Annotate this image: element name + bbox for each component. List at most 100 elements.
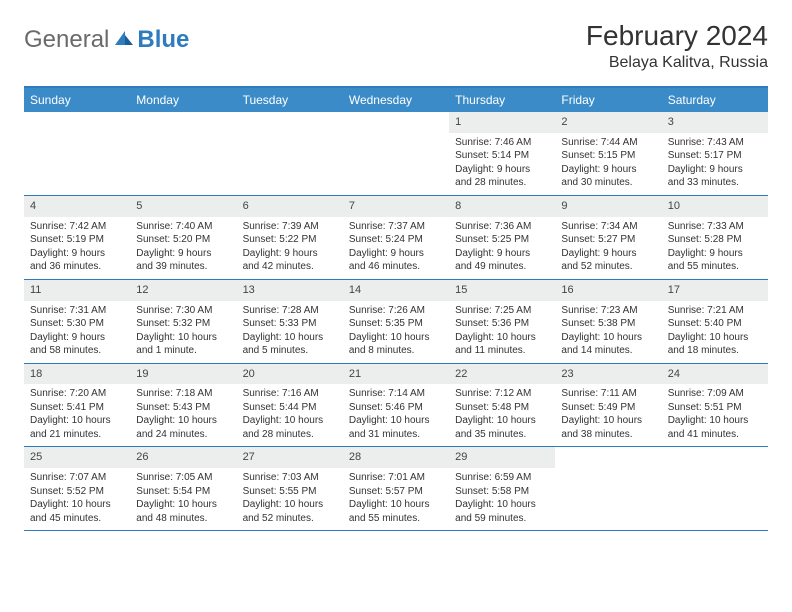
day-cell: 9Sunrise: 7:34 AMSunset: 5:27 PMDaylight… (555, 196, 661, 279)
day-body: Sunrise: 7:21 AMSunset: 5:40 PMDaylight:… (662, 301, 768, 363)
day-cell: 8Sunrise: 7:36 AMSunset: 5:25 PMDaylight… (449, 196, 555, 279)
day-body: Sunrise: 7:18 AMSunset: 5:43 PMDaylight:… (130, 384, 236, 446)
sunset-text: Sunset: 5:46 PM (349, 401, 443, 415)
day-body: Sunrise: 7:20 AMSunset: 5:41 PMDaylight:… (24, 384, 130, 446)
day-header-mon: Monday (130, 88, 236, 112)
day-body: Sunrise: 7:34 AMSunset: 5:27 PMDaylight:… (555, 217, 661, 279)
daylight-text: Daylight: 9 hours and 46 minutes. (349, 247, 443, 274)
day-cell: 20Sunrise: 7:16 AMSunset: 5:44 PMDayligh… (237, 364, 343, 447)
day-number: 28 (343, 447, 449, 468)
sunrise-text: Sunrise: 7:42 AM (30, 220, 124, 234)
sunrise-text: Sunrise: 7:05 AM (136, 471, 230, 485)
day-cell: 25Sunrise: 7:07 AMSunset: 5:52 PMDayligh… (24, 447, 130, 530)
day-cell: 15Sunrise: 7:25 AMSunset: 5:36 PMDayligh… (449, 280, 555, 363)
sunrise-text: Sunrise: 7:33 AM (668, 220, 762, 234)
day-body: Sunrise: 7:11 AMSunset: 5:49 PMDaylight:… (555, 384, 661, 446)
daylight-text: Daylight: 9 hours and 39 minutes. (136, 247, 230, 274)
sunset-text: Sunset: 5:55 PM (243, 485, 337, 499)
daylight-text: Daylight: 10 hours and 5 minutes. (243, 331, 337, 358)
day-number: 13 (237, 280, 343, 301)
day-cell: 21Sunrise: 7:14 AMSunset: 5:46 PMDayligh… (343, 364, 449, 447)
day-number: 14 (343, 280, 449, 301)
daylight-text: Daylight: 10 hours and 11 minutes. (455, 331, 549, 358)
sunset-text: Sunset: 5:25 PM (455, 233, 549, 247)
daylight-text: Daylight: 9 hours and 58 minutes. (30, 331, 124, 358)
daylight-text: Daylight: 10 hours and 21 minutes. (30, 414, 124, 441)
daylight-text: Daylight: 10 hours and 18 minutes. (668, 331, 762, 358)
sunrise-text: Sunrise: 7:11 AM (561, 387, 655, 401)
sunset-text: Sunset: 5:30 PM (30, 317, 124, 331)
day-cell: 26Sunrise: 7:05 AMSunset: 5:54 PMDayligh… (130, 447, 236, 530)
calendar: Sunday Monday Tuesday Wednesday Thursday… (24, 86, 768, 531)
day-body: Sunrise: 7:43 AMSunset: 5:17 PMDaylight:… (662, 133, 768, 195)
day-body: Sunrise: 7:37 AMSunset: 5:24 PMDaylight:… (343, 217, 449, 279)
sunrise-text: Sunrise: 7:20 AM (30, 387, 124, 401)
sunrise-text: Sunrise: 7:21 AM (668, 304, 762, 318)
day-cell: 14Sunrise: 7:26 AMSunset: 5:35 PMDayligh… (343, 280, 449, 363)
month-title: February 2024 (586, 20, 768, 52)
sunset-text: Sunset: 5:40 PM (668, 317, 762, 331)
week-row: 4Sunrise: 7:42 AMSunset: 5:19 PMDaylight… (24, 196, 768, 280)
day-header-wed: Wednesday (343, 88, 449, 112)
sunrise-text: Sunrise: 7:28 AM (243, 304, 337, 318)
day-cell: 11Sunrise: 7:31 AMSunset: 5:30 PMDayligh… (24, 280, 130, 363)
day-header-fri: Friday (555, 88, 661, 112)
day-number: 19 (130, 364, 236, 385)
daylight-text: Daylight: 10 hours and 45 minutes. (30, 498, 124, 525)
week-row: ....1Sunrise: 7:46 AMSunset: 5:14 PMDayl… (24, 112, 768, 196)
day-number: 3 (662, 112, 768, 133)
sunset-text: Sunset: 5:43 PM (136, 401, 230, 415)
day-body: Sunrise: 7:14 AMSunset: 5:46 PMDaylight:… (343, 384, 449, 446)
week-row: 25Sunrise: 7:07 AMSunset: 5:52 PMDayligh… (24, 447, 768, 531)
day-body: Sunrise: 7:30 AMSunset: 5:32 PMDaylight:… (130, 301, 236, 363)
sunrise-text: Sunrise: 7:44 AM (561, 136, 655, 150)
day-cell: 6Sunrise: 7:39 AMSunset: 5:22 PMDaylight… (237, 196, 343, 279)
sunset-text: Sunset: 5:33 PM (243, 317, 337, 331)
day-cell: 28Sunrise: 7:01 AMSunset: 5:57 PMDayligh… (343, 447, 449, 530)
day-cell: 24Sunrise: 7:09 AMSunset: 5:51 PMDayligh… (662, 364, 768, 447)
day-number: 18 (24, 364, 130, 385)
sunset-text: Sunset: 5:27 PM (561, 233, 655, 247)
sunset-text: Sunset: 5:41 PM (30, 401, 124, 415)
day-body: Sunrise: 7:42 AMSunset: 5:19 PMDaylight:… (24, 217, 130, 279)
day-number: 25 (24, 447, 130, 468)
day-cell: . (130, 112, 236, 195)
logo: General Blue (24, 26, 189, 54)
sunset-text: Sunset: 5:22 PM (243, 233, 337, 247)
day-cell: 12Sunrise: 7:30 AMSunset: 5:32 PMDayligh… (130, 280, 236, 363)
day-header-tue: Tuesday (237, 88, 343, 112)
day-number: 16 (555, 280, 661, 301)
day-body: Sunrise: 6:59 AMSunset: 5:58 PMDaylight:… (449, 468, 555, 530)
daylight-text: Daylight: 9 hours and 52 minutes. (561, 247, 655, 274)
day-number: 23 (555, 364, 661, 385)
day-cell: 10Sunrise: 7:33 AMSunset: 5:28 PMDayligh… (662, 196, 768, 279)
day-cell: . (237, 112, 343, 195)
sunset-text: Sunset: 5:49 PM (561, 401, 655, 415)
day-number: 12 (130, 280, 236, 301)
sunset-text: Sunset: 5:51 PM (668, 401, 762, 415)
sunset-text: Sunset: 5:17 PM (668, 149, 762, 163)
day-cell: 23Sunrise: 7:11 AMSunset: 5:49 PMDayligh… (555, 364, 661, 447)
daylight-text: Daylight: 10 hours and 24 minutes. (136, 414, 230, 441)
daylight-text: Daylight: 9 hours and 36 minutes. (30, 247, 124, 274)
day-cell: 16Sunrise: 7:23 AMSunset: 5:38 PMDayligh… (555, 280, 661, 363)
daylight-text: Daylight: 10 hours and 31 minutes. (349, 414, 443, 441)
sunrise-text: Sunrise: 7:40 AM (136, 220, 230, 234)
day-body: Sunrise: 7:46 AMSunset: 5:14 PMDaylight:… (449, 133, 555, 195)
day-cell: 2Sunrise: 7:44 AMSunset: 5:15 PMDaylight… (555, 112, 661, 195)
logo-text-general: General (24, 26, 109, 54)
sunrise-text: Sunrise: 7:18 AM (136, 387, 230, 401)
day-cell: . (343, 112, 449, 195)
sunset-text: Sunset: 5:38 PM (561, 317, 655, 331)
sunset-text: Sunset: 5:32 PM (136, 317, 230, 331)
week-row: 11Sunrise: 7:31 AMSunset: 5:30 PMDayligh… (24, 280, 768, 364)
day-body: Sunrise: 7:05 AMSunset: 5:54 PMDaylight:… (130, 468, 236, 530)
day-number: 17 (662, 280, 768, 301)
daylight-text: Daylight: 10 hours and 28 minutes. (243, 414, 337, 441)
daylight-text: Daylight: 9 hours and 42 minutes. (243, 247, 337, 274)
sunrise-text: Sunrise: 7:37 AM (349, 220, 443, 234)
sunrise-text: Sunrise: 7:26 AM (349, 304, 443, 318)
sunrise-text: Sunrise: 7:36 AM (455, 220, 549, 234)
day-cell: . (24, 112, 130, 195)
day-cell: 5Sunrise: 7:40 AMSunset: 5:20 PMDaylight… (130, 196, 236, 279)
